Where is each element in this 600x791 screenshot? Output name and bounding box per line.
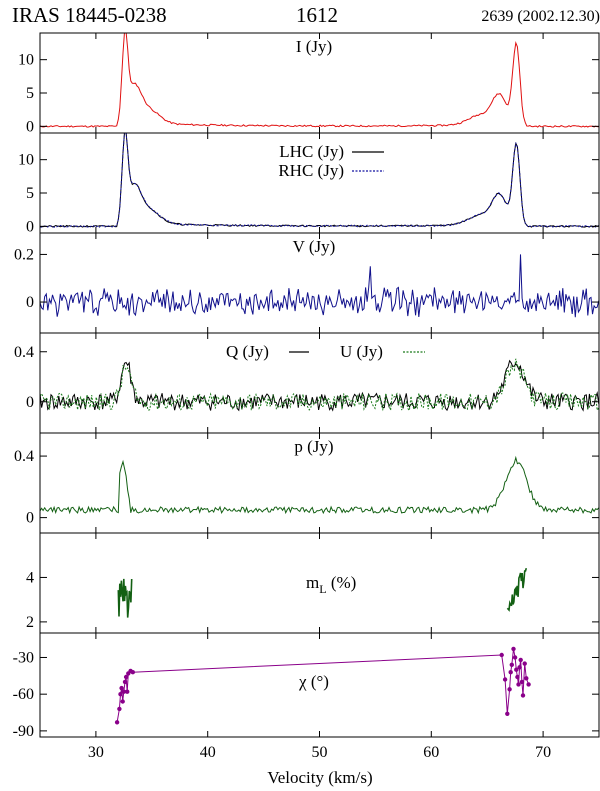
series-vjy <box>40 254 599 318</box>
y-tick-label: -30 <box>13 649 34 666</box>
x-tick-label: 70 <box>535 744 551 761</box>
panel-label-V: V (Jy) <box>293 237 336 256</box>
plot-area-I <box>40 33 599 128</box>
x-axis-label: Velocity (km/s) <box>267 768 372 787</box>
mL-segment-0 <box>117 578 133 618</box>
chi-point <box>524 676 529 681</box>
chi-point <box>511 646 516 652</box>
chi-point <box>514 667 519 672</box>
panel-LR: 0 5 10 LHC (Jy)RHC (Jy) <box>18 132 600 235</box>
chi-point <box>122 679 128 685</box>
chi-point <box>502 677 508 682</box>
chi-point <box>119 685 124 691</box>
panel-label-p: p (Jy) <box>294 437 333 456</box>
chi-point <box>120 699 125 704</box>
observation-id: 2639 (2002.12.30) <box>481 8 600 25</box>
chi-point <box>117 706 122 712</box>
chi-point <box>125 689 130 694</box>
chi-point <box>519 679 525 685</box>
chi-point <box>130 670 135 675</box>
panel-p: 0 0.4 p (Jy) <box>14 432 600 534</box>
y-tick-label: 10 <box>18 52 34 69</box>
y-tick-label: 5 <box>26 185 34 202</box>
chi-point <box>518 657 523 663</box>
panel-frame <box>39 332 600 434</box>
plot-area-mL <box>117 567 528 618</box>
chi-point <box>123 674 129 680</box>
panel-label-chi: χ (°) <box>298 672 329 691</box>
series-qjy <box>40 359 599 412</box>
plot-area-p <box>40 455 599 515</box>
panel-I: 0 5 10 I (Jy) <box>18 32 600 135</box>
series-ijy <box>40 33 599 128</box>
legend-label: LHC (Jy) <box>279 142 344 161</box>
y-tick-label: 4 <box>26 569 34 586</box>
panel-QU: 0 0.4 Q (Jy) U (Jy) <box>14 332 600 434</box>
series-ujy <box>40 358 599 412</box>
y-tick-label: 0 <box>26 294 34 311</box>
plot-area-chi <box>114 646 531 725</box>
chi-point <box>118 692 123 697</box>
x-tick-label: 30 <box>88 744 104 761</box>
line-frequency: 1612 <box>296 3 338 27</box>
legend-label: RHC (Jy) <box>278 161 344 180</box>
y-tick-label: -60 <box>13 686 34 703</box>
series-lhcjy <box>40 133 599 228</box>
chi-point <box>505 711 510 716</box>
y-tick-label: 0.2 <box>14 246 34 263</box>
x-tick-label: 60 <box>423 744 439 761</box>
y-tick-label: 5 <box>26 85 34 102</box>
plot-area-QU <box>40 358 599 412</box>
chi-point <box>520 693 526 698</box>
source-name: IRAS 18445-0238 <box>12 3 167 27</box>
series-pjy <box>40 455 599 515</box>
chi-point <box>516 682 521 687</box>
y-tick-label: 0 <box>26 218 34 235</box>
panel-mL: 2 4 mL (%) <box>26 532 600 634</box>
chi-point <box>522 661 527 666</box>
y-tick-label: 10 <box>18 152 34 169</box>
y-tick-label: 0 <box>26 510 34 527</box>
chi-point <box>515 674 520 680</box>
panel-label-mL: mL (%) <box>306 573 356 596</box>
mL-segment-1 <box>506 567 528 612</box>
plot-area-V <box>40 254 599 318</box>
panel-label-I: I (Jy) <box>296 37 332 56</box>
chi-point <box>512 655 518 660</box>
y-tick-label: 0.4 <box>14 448 34 465</box>
legend-label: U (Jy) <box>340 342 383 361</box>
chi-point <box>517 665 522 670</box>
chi-point <box>121 689 127 694</box>
plot-area-LR <box>40 133 599 228</box>
x-tick-label: 50 <box>312 744 328 761</box>
y-tick-label: 0 <box>26 394 34 411</box>
x-tick-label: 40 <box>200 744 216 761</box>
chi-point <box>114 720 120 725</box>
y-tick-label: 0 <box>26 118 34 135</box>
chi-point <box>509 662 514 667</box>
y-tick-label: 2 <box>26 614 34 631</box>
chi-point <box>526 682 531 687</box>
chi-point <box>507 687 512 692</box>
panel-chi: -30 -60 -90 χ (°) <box>13 632 600 740</box>
chi-point <box>508 670 513 675</box>
legend-label: Q (Jy) <box>226 342 269 361</box>
panel-V: 0 0.2 V (Jy) <box>14 232 600 334</box>
y-tick-label: 0.4 <box>14 344 34 361</box>
chi-point <box>499 652 504 658</box>
y-tick-label: -90 <box>13 723 34 740</box>
